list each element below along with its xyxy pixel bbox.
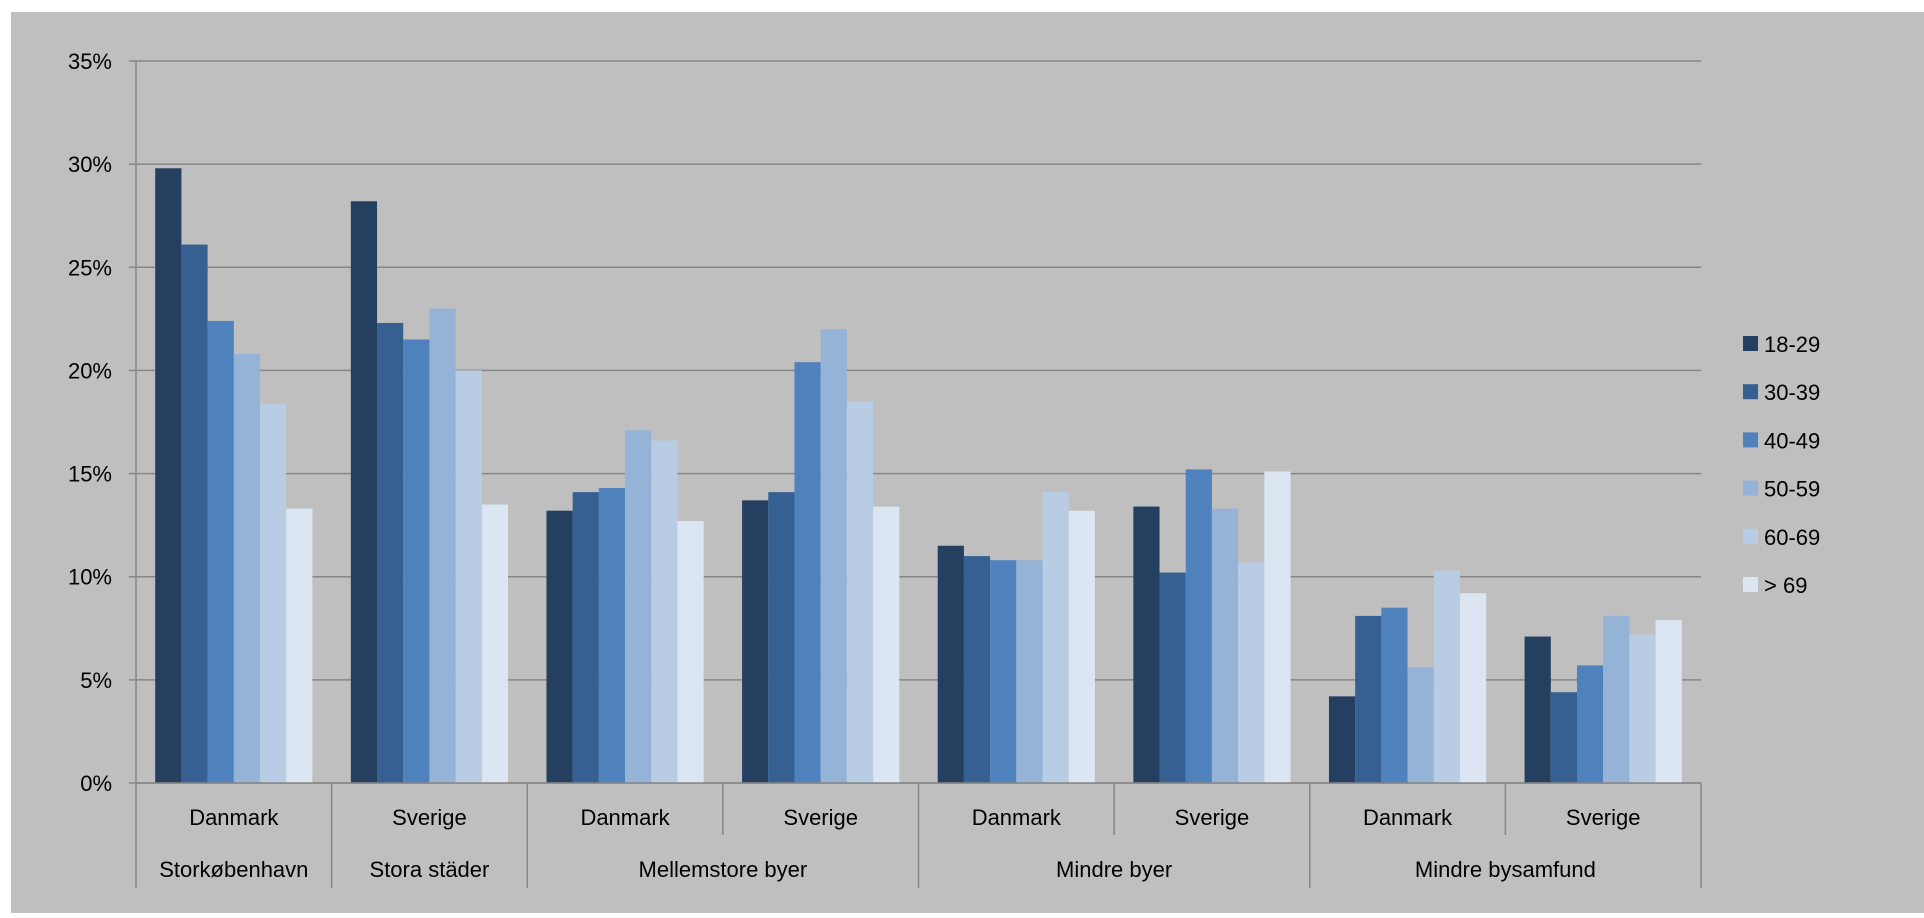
y-tick-label: 0% — [80, 771, 112, 796]
x-category-label: Sverige — [783, 805, 858, 830]
legend-label: 60-69 — [1764, 525, 1820, 550]
bar — [768, 492, 795, 783]
bar — [937, 545, 964, 783]
legend-label: 18-29 — [1764, 332, 1820, 357]
bar — [873, 506, 900, 783]
bar — [677, 521, 704, 783]
legend-swatch — [1743, 384, 1758, 400]
bar — [233, 353, 261, 783]
bar — [1407, 667, 1434, 783]
legend-label: > 69 — [1764, 573, 1807, 598]
y-axis: 0% 5% 10% 15% 20% 25% 30% 35% — [68, 49, 137, 796]
bar — [1042, 492, 1069, 783]
x-group-label: Mindre bysamfund — [1415, 857, 1596, 882]
y-tick-label: 25% — [68, 255, 112, 280]
bar — [546, 510, 573, 783]
bar — [155, 168, 182, 784]
bar — [286, 508, 313, 783]
bar — [1159, 572, 1186, 783]
bar — [1016, 560, 1043, 783]
y-tick-label: 30% — [68, 152, 112, 177]
bar — [181, 244, 208, 783]
bar — [1603, 615, 1630, 783]
bar — [350, 201, 378, 783]
bar — [1211, 508, 1239, 783]
bar — [794, 362, 821, 783]
bar — [1264, 471, 1291, 783]
legend: 18-29 30-39 40-49 50-59 60-69 > 69 — [1743, 332, 1820, 598]
x-group-label: Storkøbenhavn — [159, 857, 308, 882]
x-axis: Danmark Sverige Danmark Sverige Danmark Sveri… — [135, 782, 1702, 888]
bar — [260, 403, 287, 783]
bar — [1238, 562, 1265, 783]
bar — [742, 500, 769, 783]
y-tick-label: 5% — [80, 668, 112, 693]
bar — [625, 430, 652, 783]
bar — [963, 556, 991, 783]
x-category-label: Sverige — [1175, 805, 1250, 830]
legend-swatch — [1743, 432, 1758, 448]
bar — [651, 440, 678, 783]
bar — [1328, 696, 1356, 783]
legend-swatch — [1743, 577, 1758, 592]
legend-swatch — [1743, 336, 1758, 351]
bar — [1524, 636, 1551, 783]
bar — [990, 560, 1017, 783]
legend-label: 50-59 — [1764, 477, 1820, 502]
bars — [155, 168, 1682, 784]
x-category-label: Sverige — [392, 805, 467, 830]
bar — [1185, 469, 1212, 783]
x-category-label: Danmark — [189, 805, 279, 830]
y-tick-label: 35% — [68, 49, 112, 74]
bar — [429, 308, 456, 783]
bar — [1576, 665, 1604, 783]
x-category-label: Danmark — [580, 805, 670, 830]
y-tick-label: 20% — [68, 358, 112, 383]
bar — [820, 329, 847, 783]
bar — [1381, 607, 1408, 783]
x-group-label: Mellemstore byer — [639, 857, 808, 882]
bar — [1068, 510, 1095, 783]
x-category-label: Danmark — [1363, 805, 1453, 830]
bar — [455, 370, 482, 783]
bar — [598, 488, 626, 783]
legend-label: 40-49 — [1764, 428, 1820, 453]
legend-swatch — [1743, 528, 1758, 544]
bar — [403, 339, 430, 783]
bar — [1355, 615, 1382, 783]
legend-label: 30-39 — [1764, 380, 1820, 405]
bar — [1433, 570, 1460, 783]
y-tick-label: 10% — [68, 565, 112, 590]
bar — [1459, 593, 1487, 783]
bar — [1133, 506, 1160, 783]
x-category-label: Danmark — [972, 805, 1062, 830]
x-category-label: Sverige — [1566, 805, 1641, 830]
bar — [207, 320, 234, 783]
x-group-label: Mindre byer — [1056, 857, 1172, 882]
bar — [377, 322, 404, 783]
bar — [1629, 634, 1656, 783]
legend-swatch — [1743, 480, 1758, 496]
bar — [1655, 620, 1682, 783]
bar — [572, 492, 599, 783]
bar — [481, 504, 509, 783]
bar — [1550, 692, 1577, 783]
bar — [846, 401, 874, 783]
x-group-label: Stora städer — [370, 857, 490, 882]
y-tick-label: 15% — [68, 462, 112, 487]
